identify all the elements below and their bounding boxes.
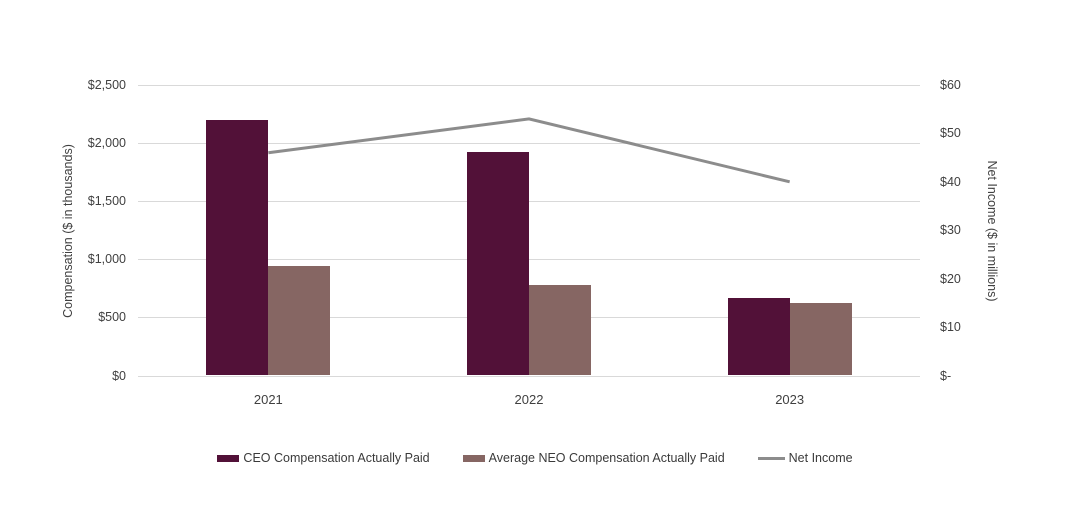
- legend: CEO Compensation Actually Paid Average NE…: [0, 450, 1070, 466]
- x-axis-label: 2023: [775, 392, 805, 407]
- net-income-line: [268, 117, 791, 184]
- left-axis-tick: $0: [112, 368, 126, 383]
- left-axis-tick: $2,000: [87, 136, 126, 151]
- gridline: [138, 259, 920, 261]
- right-axis-tick: $10: [940, 320, 961, 335]
- average-neo-compensation-actually-paid-bar: [789, 303, 852, 376]
- ceo-compensation-actually-paid-bar: [727, 297, 790, 376]
- legend-label: Net Income: [788, 451, 853, 465]
- ceo-compensation-actually-paid-swatch-icon: [217, 454, 240, 462]
- gridline: [138, 201, 920, 203]
- ceo-compensation-actually-paid-bar: [206, 119, 269, 376]
- left-axis-title: Compensation ($ in thousands): [61, 144, 75, 318]
- legend-item-ceo-compensation-actually-paid: CEO Compensation Actually Paid: [217, 451, 430, 465]
- right-axis-tick: $30: [940, 223, 961, 238]
- gridline: [138, 85, 920, 86]
- right-axis-title: Net Income ($ in millions): [985, 160, 999, 302]
- x-axis-label: 2021: [253, 392, 283, 407]
- average-neo-compensation-actually-paid-bar: [529, 285, 591, 376]
- average-neo-compensation-actually-paid-bar: [268, 265, 331, 376]
- left-axis-tick: $1,000: [87, 252, 126, 267]
- right-axis-tick: $50: [940, 126, 961, 141]
- gridline: [138, 375, 920, 377]
- right-axis-tick: $-: [940, 368, 952, 383]
- average-neo-compensation-actually-paid-swatch-icon: [462, 454, 485, 462]
- left-axis-tick: $2,500: [87, 78, 126, 92]
- legend-item-average-neo-compensation-actually-paid: Average NEO Compensation Actually Paid: [462, 451, 725, 465]
- ceo-compensation-actually-paid-bar: [467, 151, 529, 376]
- right-axis-tick: $20: [940, 271, 961, 286]
- left-axis-tick: $1,500: [87, 194, 126, 209]
- left-axis-tick: $500: [98, 310, 126, 325]
- legend-label: Average NEO Compensation Actually Paid: [488, 451, 725, 465]
- right-axis-tick: $40: [940, 174, 961, 189]
- right-axis-tick: $60: [940, 78, 961, 92]
- legend-item-net-income: Net Income: [757, 451, 853, 465]
- legend-label: CEO Compensation Actually Paid: [243, 451, 430, 465]
- x-axis-label: 2022: [514, 392, 544, 407]
- net-income-line-swatch-icon: [757, 456, 785, 460]
